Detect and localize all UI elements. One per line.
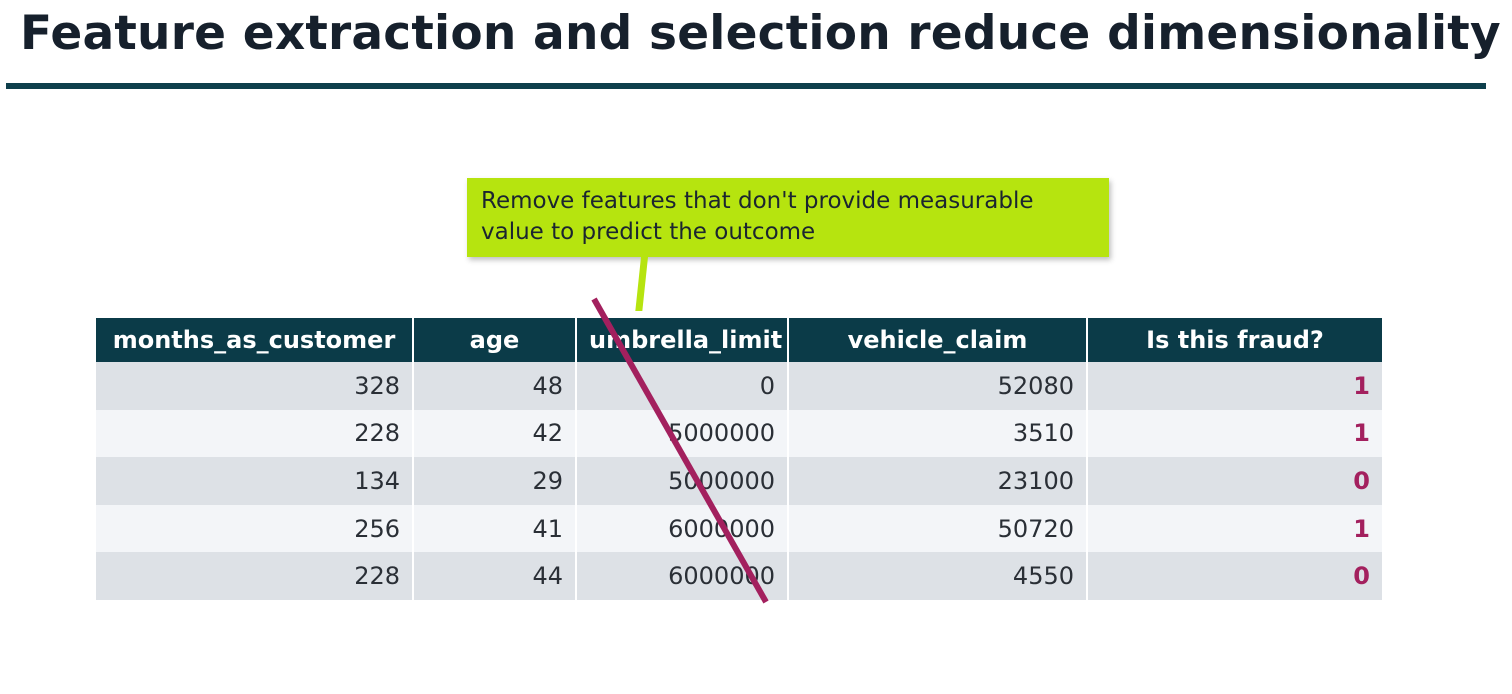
cell-umbrella-limit: 6000000 [576, 504, 789, 553]
cell-vehicle-claim: 3510 [788, 409, 1088, 458]
cell-umbrella-limit: 5000000 [576, 457, 789, 505]
callout-box: Remove features that don't provide measu… [467, 178, 1109, 257]
feature-table: months_as_customer age umbrella_limit ve… [96, 318, 1382, 600]
column-header-age: age [413, 318, 577, 362]
table-row: 228 42 5000000 3510 1 [96, 409, 1382, 458]
cell-is-fraud: 0 [1087, 552, 1382, 600]
table-row: 134 29 5000000 23100 0 [96, 457, 1382, 505]
cell-months-as-customer: 228 [96, 409, 414, 458]
cell-umbrella-limit: 6000000 [576, 552, 789, 600]
title-divider [6, 83, 1486, 89]
cell-age: 29 [413, 457, 577, 505]
column-header-months-as-customer: months_as_customer [96, 318, 414, 362]
cell-months-as-customer: 256 [96, 504, 414, 553]
cell-vehicle-claim: 4550 [788, 552, 1088, 600]
cell-months-as-customer: 228 [96, 552, 414, 600]
cell-is-fraud: 1 [1087, 409, 1382, 458]
cell-is-fraud: 1 [1087, 362, 1382, 410]
table-row: 328 48 0 52080 1 [96, 362, 1382, 410]
cell-age: 42 [413, 409, 577, 458]
cell-months-as-customer: 134 [96, 457, 414, 505]
cell-umbrella-limit: 0 [576, 362, 789, 410]
callout-pointer [635, 257, 648, 311]
cell-umbrella-limit: 5000000 [576, 409, 789, 458]
cell-age: 48 [413, 362, 577, 410]
cell-is-fraud: 0 [1087, 457, 1382, 505]
table-header-row: months_as_customer age umbrella_limit ve… [96, 318, 1382, 362]
column-header-is-fraud: Is this fraud? [1087, 318, 1382, 362]
cell-months-as-customer: 328 [96, 362, 414, 410]
column-header-umbrella-limit: umbrella_limit [576, 318, 789, 362]
cell-vehicle-claim: 52080 [788, 362, 1088, 410]
table-row: 228 44 6000000 4550 0 [96, 552, 1382, 600]
table-row: 256 41 6000000 50720 1 [96, 504, 1382, 553]
cell-age: 44 [413, 552, 577, 600]
cell-vehicle-claim: 50720 [788, 504, 1088, 553]
cell-age: 41 [413, 504, 577, 553]
slide-title: Feature extraction and selection reduce … [20, 6, 1501, 61]
cell-is-fraud: 1 [1087, 504, 1382, 553]
callout-text: Remove features that don't provide measu… [481, 188, 1034, 245]
cell-vehicle-claim: 23100 [788, 457, 1088, 505]
column-header-vehicle-claim: vehicle_claim [788, 318, 1088, 362]
